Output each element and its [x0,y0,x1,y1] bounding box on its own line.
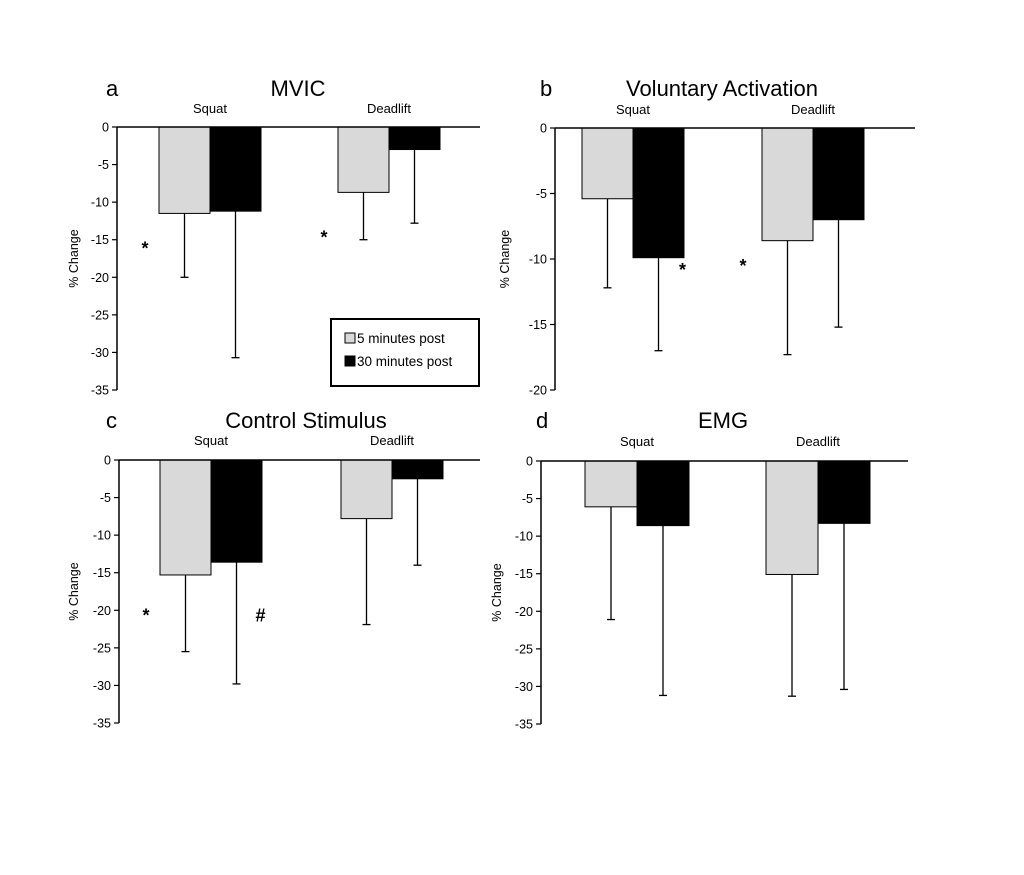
y-tick-label: 0 [102,121,109,135]
y-tick-label: -5 [536,187,547,201]
category-label: Squat [616,102,650,117]
y-tick-label: -35 [91,384,109,398]
y-tick-label: -35 [515,718,533,732]
bar-5min [158,126,211,214]
bar-5min [761,127,814,242]
y-tick-label: -20 [93,604,111,618]
y-tick-label: -20 [515,605,533,619]
category-label: Deadlift [796,434,840,449]
panel-title: Voluntary Activation [626,76,818,101]
bar-30min [391,459,444,480]
significance-marker: # [255,606,265,626]
bar-5min [337,126,390,193]
significance-marker: * [739,256,746,276]
y-tick-label: -25 [93,641,111,655]
bar-5min [584,460,638,508]
y-tick-label: -5 [100,491,111,505]
significance-marker: * [142,606,149,626]
significance-marker: * [679,260,686,280]
y-tick-label: -30 [515,680,533,694]
bar-30min [388,126,441,151]
y-axis-label: % Change [490,563,504,621]
category-label: Deadlift [370,433,414,448]
y-tick-label: -35 [93,717,111,731]
y-tick-label: 0 [104,454,111,468]
y-tick-label: -25 [91,308,109,322]
bar-5min [340,459,393,520]
legend-swatch-30min [344,355,356,367]
bar-5min [581,127,634,200]
category-label: Deadlift [791,102,835,117]
legend-label-5min: 5 minutes post [357,331,445,346]
y-tick-label: -15 [91,233,109,247]
y-tick-label: -15 [515,567,533,581]
panel-letter: c [106,408,117,433]
significance-marker: * [141,239,148,259]
panel-title: Control Stimulus [225,408,386,433]
chart-panel-a: a MVIC % Change Squat Deadlift * * 0 -5 -10 -15 -20… [67,76,480,398]
y-tick-label: -15 [93,566,111,580]
legend-swatch-5min [344,332,356,344]
legend-frame [330,318,480,387]
bar-5min [159,459,212,576]
bar-30min [636,460,690,527]
bar-30min [812,127,865,221]
panel-title: EMG [698,408,748,433]
significance-marker: * [320,227,327,247]
bar-30min [210,459,263,563]
y-tick-label: -15 [529,318,547,332]
panel-letter: b [540,76,552,101]
y-tick-label: -20 [91,271,109,285]
legend-label-30min: 30 minutes post [357,354,453,369]
y-tick-label: -25 [515,642,533,656]
bar-30min [817,460,871,524]
y-axis-label: % Change [498,230,512,288]
y-axis-label: % Change [67,229,81,287]
chart-panel-d: d EMG % Change Squat Deadlift 0 -5 -10 -15 -20 -25… [490,408,908,732]
chart-panel-c: c Control Stimulus % Change Squat Deadlift * #… [67,408,480,731]
category-label: Squat [620,434,654,449]
bar-5min [765,460,819,575]
y-tick-label: -30 [93,679,111,693]
y-tick-label: 0 [526,455,533,469]
panel-letter: d [536,408,548,433]
panel-title: MVIC [271,76,326,101]
y-tick-label: -10 [93,529,111,543]
y-tick-label: 0 [540,122,547,136]
category-label: Deadlift [367,101,411,116]
legend: 5 minutes post 30 minutes post [330,318,480,387]
y-tick-label: -10 [515,530,533,544]
y-tick-label: -5 [522,492,533,506]
y-tick-label: -5 [98,158,109,172]
bar-30min [632,127,685,259]
y-tick-label: -10 [91,196,109,210]
y-axis-label: % Change [67,562,81,620]
chart-panels: a MVIC % Change Squat Deadlift * * 0 -5 -10 -15 -20… [67,76,915,732]
chart-panel-b: b Voluntary Activation % Change Squat Deadli… [498,76,915,398]
panel-letter: a [106,76,119,101]
y-tick-label: -10 [529,253,547,267]
y-tick-label: -20 [529,384,547,398]
bar-30min [209,126,262,212]
category-label: Squat [194,433,228,448]
y-tick-label: -30 [91,346,109,360]
category-label: Squat [193,101,227,116]
